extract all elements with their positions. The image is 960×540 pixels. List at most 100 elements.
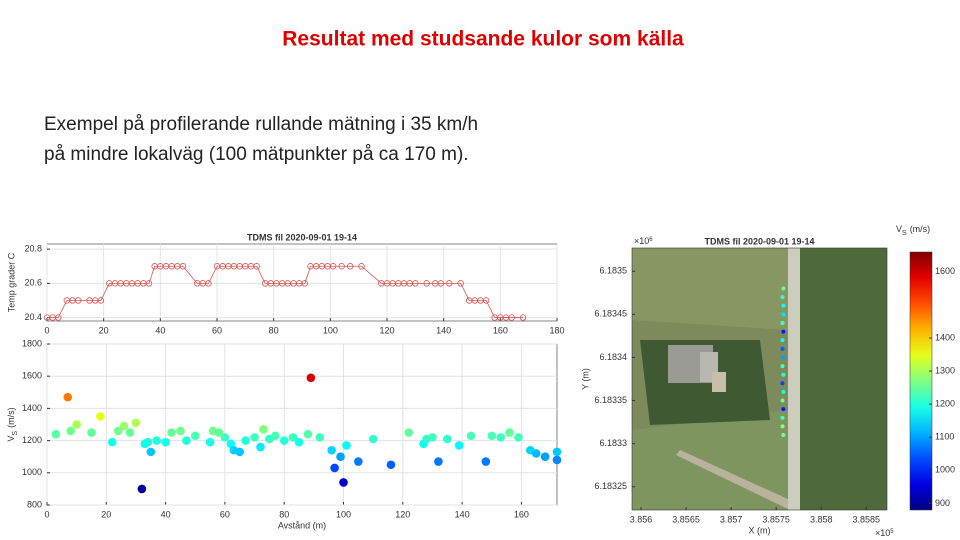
point <box>781 372 786 377</box>
point <box>505 428 514 437</box>
aerial-image <box>632 248 887 510</box>
marker <box>145 280 153 287</box>
point <box>259 425 268 434</box>
colorbar-tick-label: 1300 <box>935 365 955 375</box>
x-tick-label: 0 <box>44 325 49 335</box>
y-tick-label: 1000 <box>22 467 42 477</box>
colorbar-tick-label: 900 <box>935 498 950 508</box>
colorbar <box>909 251 933 511</box>
x-tick-label: 20 <box>99 325 109 335</box>
marker <box>423 280 430 287</box>
exponent-base: ×10 <box>875 528 890 538</box>
point <box>220 433 230 442</box>
y-tick-label: 20.8 <box>24 244 42 254</box>
colorbar-title-main: V <box>896 224 902 234</box>
point <box>531 449 541 458</box>
y-axis-label: Temp grader C <box>6 252 16 312</box>
point <box>781 303 786 308</box>
point <box>552 447 562 457</box>
point <box>454 441 464 450</box>
x-tick-label: 40 <box>155 325 165 335</box>
x-tick-label: 160 <box>514 509 529 519</box>
point <box>63 392 73 402</box>
y-tick-label: 20.4 <box>24 312 42 322</box>
marker <box>253 263 260 270</box>
point <box>119 421 129 431</box>
y-axis-label-unit: (m/s) <box>6 407 16 428</box>
marker <box>338 263 345 270</box>
x-axis-label: X (m) <box>749 525 771 535</box>
point <box>434 457 443 466</box>
marker <box>97 297 105 304</box>
y-tick-label: 800 <box>27 499 42 509</box>
x-tick-label: 60 <box>212 325 222 335</box>
x-tick-label: 180 <box>549 325 564 335</box>
y-axis-label: VS (m/s) <box>6 407 19 441</box>
point <box>780 295 785 300</box>
marker <box>179 263 187 270</box>
point <box>330 463 339 473</box>
point <box>131 418 141 428</box>
point <box>442 434 452 444</box>
point <box>96 412 105 421</box>
point <box>205 437 215 447</box>
point <box>235 447 245 457</box>
x-tick-label: 100 <box>323 325 338 335</box>
x-tick-label: 120 <box>395 509 410 519</box>
body-text: Exempel på profilerande rullande mätning… <box>44 114 478 135</box>
point <box>241 436 250 445</box>
axis-exponent: ×106 <box>634 236 653 246</box>
point <box>288 433 298 442</box>
x-tick-label: 80 <box>279 509 289 519</box>
marker <box>74 297 82 304</box>
point <box>72 420 81 429</box>
x-tick-label: 120 <box>379 325 394 335</box>
line <box>47 265 523 318</box>
x-tick-label: 160 <box>493 325 508 335</box>
x-tick-label: 140 <box>455 509 470 519</box>
point <box>780 381 785 386</box>
point <box>781 389 786 394</box>
y-tick-label: 1400 <box>22 403 42 413</box>
marker <box>508 314 515 321</box>
point <box>294 437 304 447</box>
point <box>780 364 785 369</box>
x-tick-label: 3.858 <box>810 514 833 524</box>
point <box>780 398 785 403</box>
point <box>780 338 785 343</box>
y-axis-label: Y (m) <box>580 368 590 390</box>
point <box>87 428 96 437</box>
point <box>428 433 437 442</box>
point <box>496 433 505 442</box>
point <box>125 428 135 437</box>
point <box>781 329 786 334</box>
point <box>66 426 76 436</box>
point <box>781 433 786 438</box>
point <box>780 320 785 325</box>
marker <box>55 314 62 321</box>
y-tick-label: 6.18325 <box>594 481 627 491</box>
point <box>552 455 562 465</box>
colorbar-title-unit: (m/s) <box>910 224 931 234</box>
point <box>306 373 316 383</box>
y-axis-label-sub: S <box>12 431 19 436</box>
point <box>279 436 289 445</box>
point <box>137 484 147 494</box>
x-axis-label: Avstånd (m) <box>278 520 326 530</box>
point <box>780 346 785 351</box>
slide-title: Resultat med studsande kulor som källa <box>282 28 684 51</box>
y-tick-label: 1200 <box>22 435 42 445</box>
point <box>339 478 348 487</box>
point <box>404 428 414 437</box>
point <box>303 429 313 439</box>
marker <box>457 280 464 287</box>
point <box>780 424 785 429</box>
chart-title: TDMS fil 2020-09-01 19-14 <box>704 236 814 246</box>
point <box>481 457 491 466</box>
colorbar-title-sub: S <box>902 230 907 237</box>
x-tick-label: 3.857 <box>720 514 743 524</box>
point <box>143 437 153 447</box>
marker <box>346 263 354 270</box>
point <box>514 433 523 442</box>
